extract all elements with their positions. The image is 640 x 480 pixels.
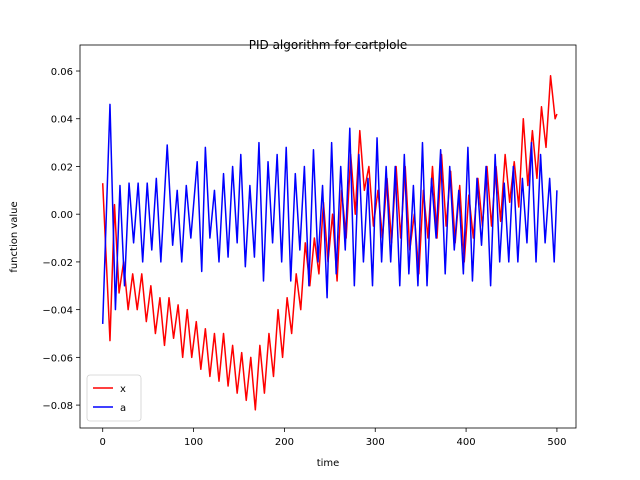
y-tick-label: 0.02 — [51, 162, 73, 173]
series-line — [101, 103, 558, 324]
x-tick-label: 500 — [547, 437, 566, 448]
y-tick-label: −0.02 — [42, 258, 73, 269]
y-tick-label: −0.04 — [42, 306, 73, 317]
y-tick-label: 0.06 — [51, 67, 73, 78]
axes-frame — [79, 44, 577, 429]
y-tick-label: −0.08 — [42, 401, 73, 412]
legend-label: x — [120, 384, 126, 395]
x-tick-label: 200 — [275, 437, 294, 448]
legend-box — [86, 374, 142, 422]
y-axis-label: function value — [9, 201, 20, 272]
x-tick-label: 100 — [184, 437, 203, 448]
x-tick-label: 0 — [100, 437, 106, 448]
x-axis-label: time — [317, 458, 340, 469]
y-tick-label: 0.00 — [51, 210, 73, 221]
legend-label: a — [120, 403, 126, 414]
x-tick-label: 400 — [457, 437, 476, 448]
x-tick-label: 300 — [366, 437, 385, 448]
y-tick-label: −0.06 — [42, 353, 73, 364]
y-tick-label: 0.04 — [51, 115, 73, 126]
